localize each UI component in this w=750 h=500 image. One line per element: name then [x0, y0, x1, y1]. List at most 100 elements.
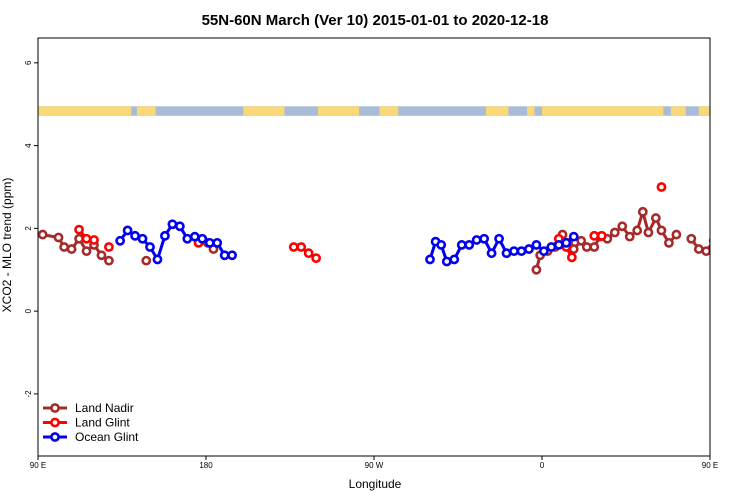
data-point-land-nadir [733, 254, 740, 261]
data-point-land-nadir [686, 233, 697, 244]
data-point-land-glint [566, 252, 577, 263]
data-point-ocean-glint [553, 240, 564, 250]
data-point-land-nadir [740, 257, 747, 264]
data-point-land-nadir [643, 227, 654, 238]
y-tick-label: 4 [24, 143, 33, 148]
data-point-ocean-glint [182, 233, 193, 244]
data-point-land-nadir [693, 244, 704, 254]
data-point-ocean-glint [174, 221, 185, 232]
data-point-ocean-glint [538, 246, 549, 257]
map-land [318, 106, 360, 116]
data-point-land-nadir [632, 225, 643, 236]
data-point-ocean-glint [486, 248, 497, 259]
data-point-land-nadir [59, 242, 70, 252]
data-point-land-glint [303, 248, 314, 259]
data-point-land-nadir [589, 242, 600, 252]
map-land [698, 106, 710, 116]
legend-label: Ocean Glint [75, 430, 139, 444]
data-point-land-nadir [664, 237, 674, 248]
data-point-ocean-glint [516, 246, 527, 257]
x-tick-label: 0 [540, 461, 545, 470]
data-point-land-nadir [576, 235, 587, 246]
data-point-ocean-glint [524, 244, 534, 254]
series-line-land-glint [718, 230, 733, 243]
data-point-ocean-glint [197, 233, 208, 244]
legend-item-land-glint: Land Glint [43, 416, 130, 430]
data-point-land-glint [89, 235, 99, 245]
data-point-ocean-glint [167, 219, 178, 230]
data-point-ocean-glint [456, 240, 467, 250]
data-point-ocean-glint [494, 233, 504, 244]
data-point-ocean-glint [227, 250, 238, 261]
data-point-land-nadir [568, 244, 579, 254]
chart-title: 55N-60N March (Ver 10) 2015-01-01 to 202… [202, 12, 549, 29]
legend-marker [50, 403, 60, 413]
data-point-land-glint [740, 243, 747, 250]
data-point-land-nadir [53, 232, 64, 243]
legend-label: Land Nadir [75, 401, 134, 415]
x-tick-label: 90 E [702, 461, 718, 470]
data-point-ocean-glint [212, 237, 223, 248]
data-point-ocean-glint [464, 240, 475, 250]
data-point-ocean-glint [531, 240, 542, 250]
legend-marker [50, 417, 60, 428]
data-point-ocean-glint [509, 246, 519, 257]
data-point-ocean-glint [160, 230, 170, 241]
data-point-land-nadir [104, 255, 114, 266]
data-point-land-glint [288, 242, 299, 252]
map-ocean [38, 106, 710, 116]
data-point-land-glint [311, 253, 322, 264]
data-point-land-nadir [581, 242, 592, 252]
map-land [243, 106, 285, 116]
data-point-ocean-glint [130, 230, 140, 241]
data-point-ocean-glint [740, 227, 747, 234]
legend-item-ocean-glint: Ocean Glint [43, 430, 139, 444]
data-point-land-glint [656, 182, 667, 192]
map-land [527, 106, 535, 116]
data-point-ocean-glint [733, 235, 740, 242]
data-point-land-nadir [718, 248, 725, 255]
data-point-ocean-glint [219, 250, 230, 261]
data-point-land-glint [74, 224, 84, 235]
y-axis: -2 0 2 4 6 [24, 60, 38, 397]
data-point-land-glint [721, 235, 728, 242]
data-point-ocean-glint [425, 254, 435, 265]
data-point-ocean-glint [189, 231, 200, 242]
data-point-land-nadir [708, 237, 710, 244]
x-axis: 90 E 180 90 W 0 90 E [30, 456, 718, 470]
x-tick-label: 90 W [365, 461, 384, 470]
data-point-land-nadir [701, 246, 710, 257]
data-point-ocean-glint [546, 242, 557, 252]
y-axis-label: XCO2 - MLO trend (ppm) [0, 178, 14, 313]
data-point-land-nadir [96, 250, 107, 261]
map-land [38, 106, 132, 116]
data-point-ocean-glint [137, 233, 148, 244]
data-point-land-glint [589, 230, 600, 241]
y-tick-label: -2 [24, 390, 33, 398]
data-point-ocean-glint [152, 254, 163, 265]
x-tick-label: 180 [199, 461, 213, 470]
data-point-land-glint [596, 230, 607, 241]
map-land [542, 106, 664, 116]
data-point-land-glint [81, 233, 92, 244]
data-point-ocean-glint [115, 235, 126, 246]
data-point-ocean-glint [449, 254, 460, 265]
data-point-land-glint [714, 227, 721, 234]
y-tick-label: 2 [24, 226, 33, 231]
data-point-land-nadir [624, 231, 635, 242]
data-point-ocean-glint [561, 237, 572, 248]
data-point-ocean-glint [204, 237, 215, 248]
data-point-ocean-glint [479, 233, 490, 244]
map-land [486, 106, 509, 116]
data-point-land-glint [104, 242, 114, 252]
data-point-land-glint [729, 239, 736, 246]
series-line-ocean-glint [736, 230, 750, 259]
data-point-land-nadir [637, 206, 648, 217]
data-point-land-nadir [617, 221, 628, 232]
data-point-land-nadir [650, 213, 661, 223]
data-point-land-nadir [656, 225, 667, 236]
data-point-land-glint [296, 242, 307, 252]
data-point-land-nadir [671, 229, 682, 240]
data-point-land-nadir [66, 244, 77, 254]
